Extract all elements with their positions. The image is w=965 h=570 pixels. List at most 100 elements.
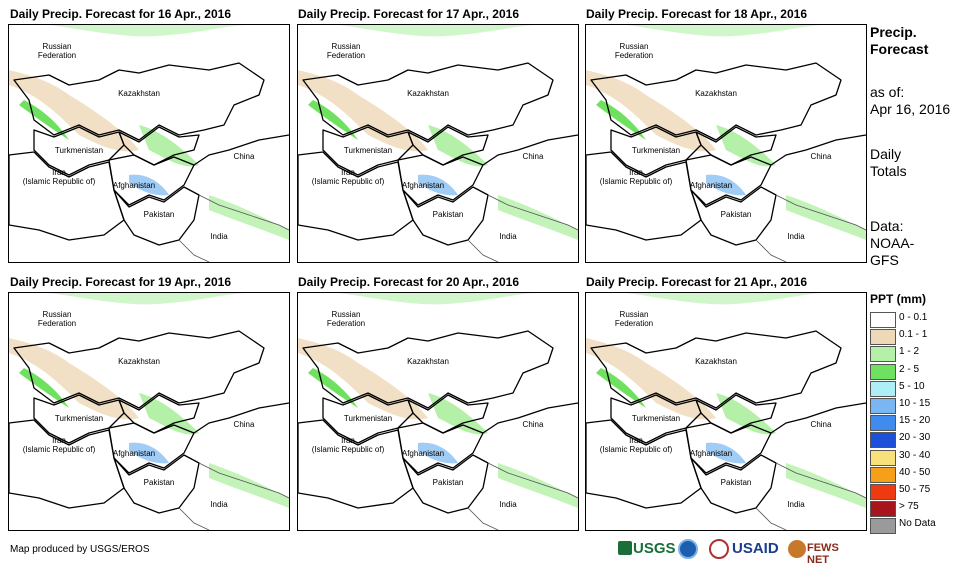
legend-item: 2 - 5 (870, 363, 960, 380)
usgs-wave-icon (618, 541, 632, 555)
label-russia-line2: Federation (615, 51, 653, 60)
border-india (487, 462, 578, 499)
precip-area-himalaya (209, 195, 289, 240)
label-russia-line2: Federation (615, 319, 653, 328)
legend-item: 30 - 40 (870, 449, 960, 466)
border-india (775, 194, 866, 231)
label-afghanistan: Afghanistan (690, 449, 732, 458)
legend-item: No Data (870, 517, 960, 535)
precip-area-heavy (129, 174, 169, 196)
border-india-west (178, 507, 210, 530)
label-turkmenistan: Turkmenistan (632, 414, 680, 423)
forecast-map-3: Russian Federation Kazakhstan Turkmenistan C… (585, 24, 867, 263)
border-china (482, 402, 578, 434)
legend-item: 50 - 75 (870, 483, 960, 500)
noaa-logo-icon (678, 539, 698, 559)
precip-area-low (428, 393, 488, 435)
label-russia-line2: Federation (327, 51, 365, 60)
label-india: India (210, 500, 228, 509)
label-kazakhstan: Kazakhstan (407, 89, 449, 98)
border-china (770, 402, 866, 434)
border-iran (586, 419, 702, 509)
legend-swatch (870, 432, 896, 449)
label-iran-line2: (Islamic Republic of) (23, 177, 96, 186)
label-china: China (811, 420, 832, 429)
border-turkmenistan (610, 126, 702, 176)
label-iran-line2: (Islamic Republic of) (600, 177, 673, 186)
label-iran-line1: Iran (52, 436, 66, 445)
legend-label: No Data (899, 518, 936, 530)
border-turkmenistan (610, 394, 702, 444)
label-turkmenistan: Turkmenistan (344, 146, 392, 155)
legend-swatch (870, 363, 896, 380)
label-china: China (523, 152, 544, 161)
legend-swatch (870, 501, 896, 518)
border-iran (9, 419, 125, 509)
label-afghanistan: Afghanistan (113, 449, 155, 458)
precip-area-north (49, 293, 249, 305)
precip-area-north (626, 293, 826, 305)
label-iran-line1: Iran (52, 168, 66, 177)
border-iran (586, 151, 702, 241)
label-pakistan: Pakistan (144, 210, 175, 219)
border-india (198, 194, 289, 231)
precip-area-north (338, 25, 538, 37)
border-india-west (755, 507, 787, 530)
precip-area-heavy (129, 442, 169, 464)
panel-title-3: Daily Precip. Forecast for 18 Apr., 2016 (586, 7, 807, 21)
border-afghanistan (108, 422, 195, 474)
data-source-line1: Data: (870, 218, 904, 234)
map-credit: Map produced by USGS/EROS (10, 544, 150, 555)
border-pakistan (113, 186, 200, 246)
panel-title-4: Daily Precip. Forecast for 19 Apr., 2016 (10, 275, 231, 289)
precip-area-light (298, 338, 428, 420)
border-iran (9, 151, 125, 241)
label-kazakhstan: Kazakhstan (407, 357, 449, 366)
legend-swatch (870, 415, 896, 432)
label-turkmenistan: Turkmenistan (632, 146, 680, 155)
usgs-logo: USGS (633, 540, 676, 557)
precip-area-light (9, 70, 139, 152)
label-kazakhstan: Kazakhstan (695, 89, 737, 98)
precip-area-light (9, 338, 139, 420)
border-afghanistan (397, 154, 484, 206)
precip-area-light (586, 70, 716, 152)
legend-label: 50 - 75 (899, 484, 931, 495)
legend-item: 1 - 2 (870, 345, 960, 363)
legend-label: 15 - 20 (899, 415, 931, 427)
precip-area-low (428, 125, 488, 167)
border-uzbekistan (407, 126, 489, 166)
border-uzbekistan (695, 126, 777, 166)
precip-area-himalaya (786, 463, 866, 508)
legend-label: 0 - 0.1 (899, 312, 928, 323)
legend-label: 30 - 40 (899, 449, 931, 461)
us-emblem-icon (709, 539, 729, 559)
legend-label: 40 - 50 (899, 466, 931, 478)
forecast-map-2: Russian Federation Kazakhstan Turkmenistan C… (297, 24, 579, 263)
label-russia-line2: Federation (38, 319, 76, 328)
legend-item: 40 - 50 (870, 466, 960, 483)
precip-area-himalaya (498, 195, 578, 240)
as-of-label: as of: (870, 84, 905, 100)
legend-label: 10 - 15 (899, 398, 931, 409)
label-pakistan: Pakistan (721, 210, 752, 219)
label-pakistan: Pakistan (433, 478, 464, 487)
border-turkmenistan (33, 394, 125, 444)
label-afghanistan: Afghanistan (113, 181, 155, 190)
label-afghanistan: Afghanistan (690, 181, 732, 190)
border-afghanistan (685, 422, 772, 474)
label-india: India (499, 500, 517, 509)
border-kazakhstan (13, 62, 265, 141)
legend-swatch (870, 398, 896, 414)
legend-swatch (870, 346, 896, 363)
legend-label: 5 - 10 (899, 380, 925, 392)
legend-swatch (870, 484, 896, 500)
label-iran-line2: (Islamic Republic of) (312, 177, 385, 186)
legend-item: 5 - 10 (870, 380, 960, 397)
border-turkmenistan (33, 126, 125, 176)
label-iran-line1: Iran (629, 436, 643, 445)
label-china: China (234, 152, 255, 161)
label-afghanistan: Afghanistan (402, 181, 444, 190)
precip-area-north (49, 25, 249, 37)
label-iran-line2: (Islamic Republic of) (23, 445, 96, 454)
